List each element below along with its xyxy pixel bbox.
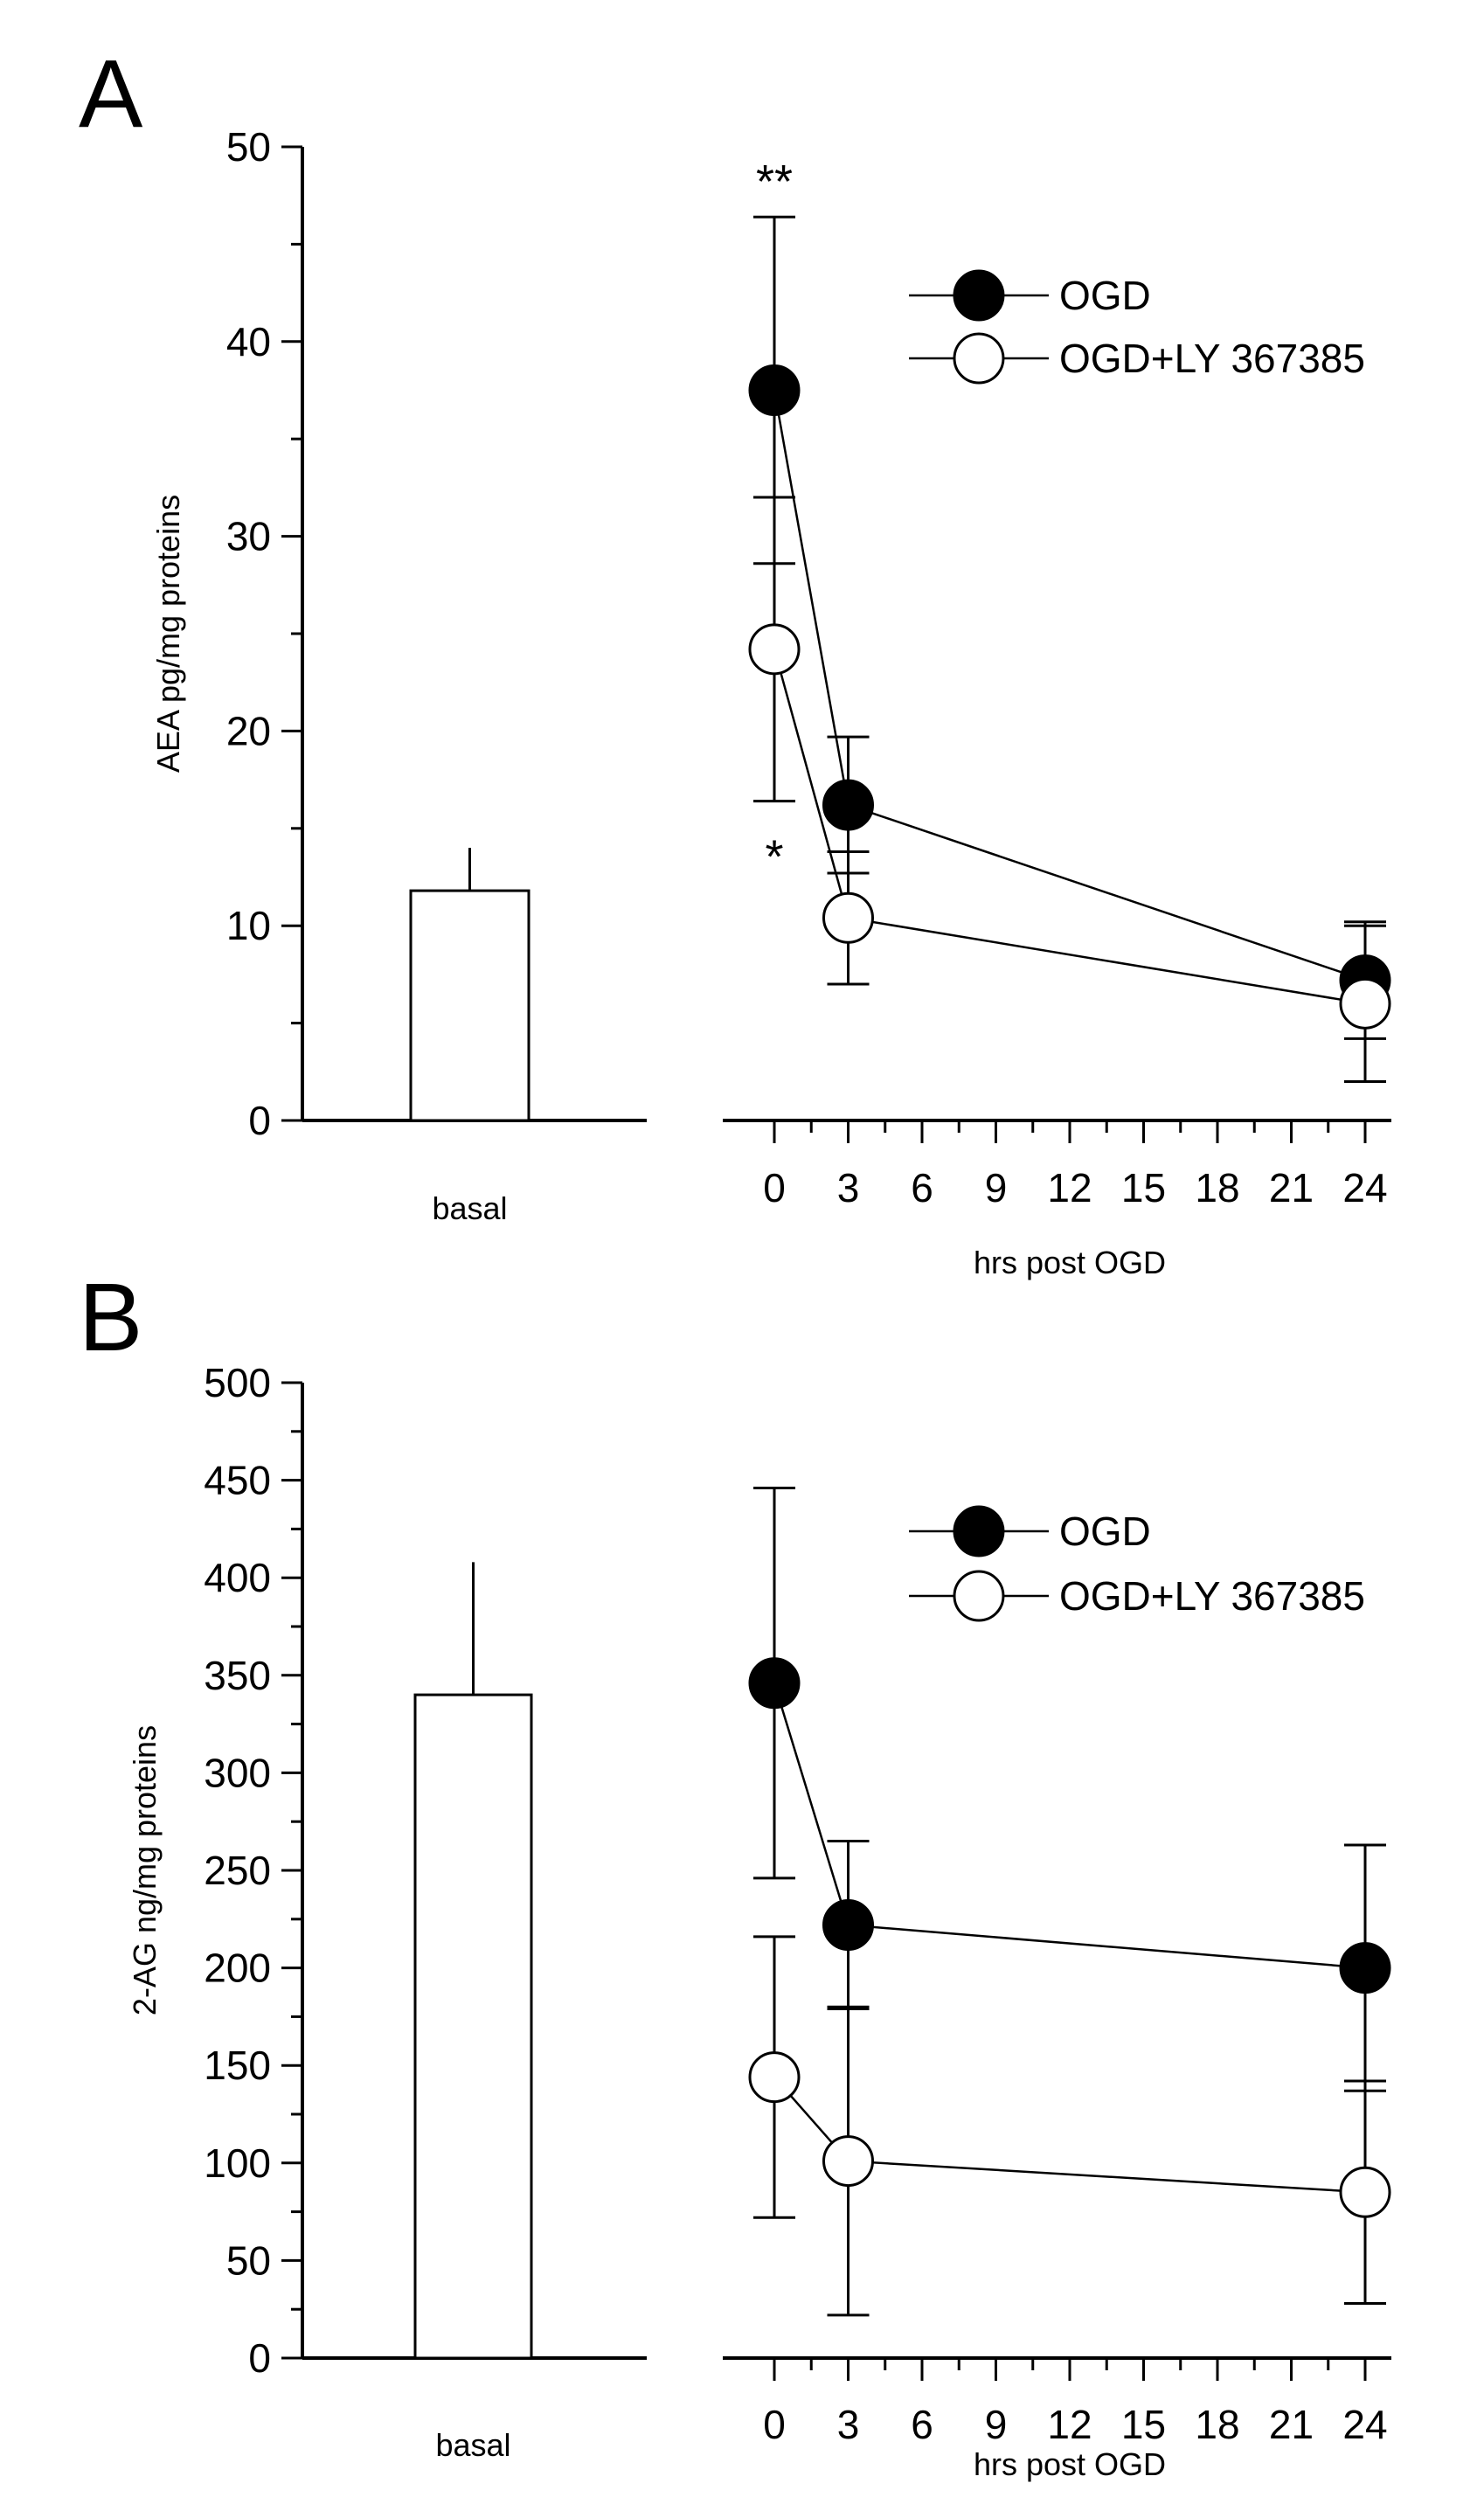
y-tick-label: 40 xyxy=(226,319,271,364)
basal-label: basal xyxy=(435,2427,510,2463)
significance-marker: * xyxy=(765,831,783,884)
x-tick-label: 6 xyxy=(911,1165,933,1210)
legend-marker xyxy=(953,332,1005,385)
y-tick-label: 150 xyxy=(204,2043,271,2088)
x-tick-label: 12 xyxy=(1047,2402,1092,2447)
y-tick-label: 500 xyxy=(204,1360,271,1405)
series-line xyxy=(773,390,1366,982)
series-ogd xyxy=(748,1487,1391,2092)
legend-label: OGD+LY 367385 xyxy=(1059,1573,1365,1619)
legend: OGD OGD+LY 367385 xyxy=(909,269,1365,385)
y-tick-label: 50 xyxy=(226,2237,271,2283)
x-tick-label: 15 xyxy=(1121,2402,1166,2447)
x-tick-label: 21 xyxy=(1269,1165,1314,1210)
y-tick-label: 0 xyxy=(248,2335,271,2381)
y-axis-title: 2-AG ng/mg proteins xyxy=(127,1725,163,2015)
x-tick-label: 18 xyxy=(1195,2402,1239,2447)
y-axis-title: AEA pg/mg proteins xyxy=(150,495,186,773)
x-tick-label: 9 xyxy=(985,2402,1008,2447)
data-point xyxy=(1339,2166,1391,2218)
x-tick-label: 0 xyxy=(763,2402,786,2447)
x-tick-label: 24 xyxy=(1342,2402,1387,2447)
series-ogd-ly367385 xyxy=(748,496,1391,1083)
y-tick-label: 450 xyxy=(204,1458,271,1503)
y-tick-label: 100 xyxy=(204,2140,271,2186)
data-point xyxy=(748,2051,801,2104)
x-tick-label: 21 xyxy=(1269,2402,1314,2447)
y-tick-label: 350 xyxy=(204,1653,271,1698)
x-tick-label: 15 xyxy=(1121,1165,1166,1210)
legend-marker xyxy=(953,1505,1005,1557)
x-tick-label: 18 xyxy=(1195,1165,1239,1210)
data-point xyxy=(748,1657,801,1710)
panel-letter: B xyxy=(79,1264,142,1371)
x-axis-title: hrs post OGD xyxy=(974,1245,1166,1280)
y-tick-label: 200 xyxy=(204,1946,271,1991)
legend-label: OGD+LY 367385 xyxy=(1059,336,1365,381)
x-tick-label: 24 xyxy=(1342,1165,1387,1210)
y-tick-label: 0 xyxy=(248,1098,271,1143)
x-tick-label: 3 xyxy=(837,1165,860,1210)
legend: OGD OGD+LY 367385 xyxy=(909,1505,1365,1622)
y-tick-label: 50 xyxy=(226,124,271,170)
data-point xyxy=(748,364,801,416)
data-point xyxy=(1339,977,1391,1030)
y-tick-label: 30 xyxy=(226,514,271,559)
legend-label: OGD xyxy=(1059,273,1151,318)
data-point xyxy=(822,891,874,944)
y-tick-label: 400 xyxy=(204,1555,271,1600)
legend-label: OGD xyxy=(1059,1509,1151,1554)
x-tick-label: 3 xyxy=(837,2402,860,2447)
significance-marker: ** xyxy=(756,156,793,208)
y-tick-label: 300 xyxy=(204,1750,271,1795)
basal-bar xyxy=(413,1693,533,2360)
y-tick-label: 250 xyxy=(204,1848,271,1893)
legend-marker xyxy=(953,1570,1005,1622)
x-tick-label: 9 xyxy=(985,1165,1008,1210)
x-tick-label: 0 xyxy=(763,1165,786,1210)
data-point xyxy=(748,623,801,676)
legend-marker xyxy=(953,269,1005,322)
data-point xyxy=(822,779,874,831)
panel-letter: A xyxy=(79,40,143,148)
data-point xyxy=(822,2135,874,2188)
x-tick-label: 12 xyxy=(1047,1165,1092,1210)
y-tick-label: 10 xyxy=(226,903,271,948)
data-point xyxy=(1339,1942,1391,1994)
y-tick-label: 20 xyxy=(226,708,271,753)
series-ogd-ly367385 xyxy=(748,1935,1391,2317)
basal-label: basal xyxy=(432,1190,507,1226)
x-axis-title: hrs post OGD xyxy=(974,2446,1166,2482)
data-point xyxy=(822,1898,874,1951)
x-tick-label: 6 xyxy=(911,2402,933,2447)
basal-bar xyxy=(409,889,530,1122)
